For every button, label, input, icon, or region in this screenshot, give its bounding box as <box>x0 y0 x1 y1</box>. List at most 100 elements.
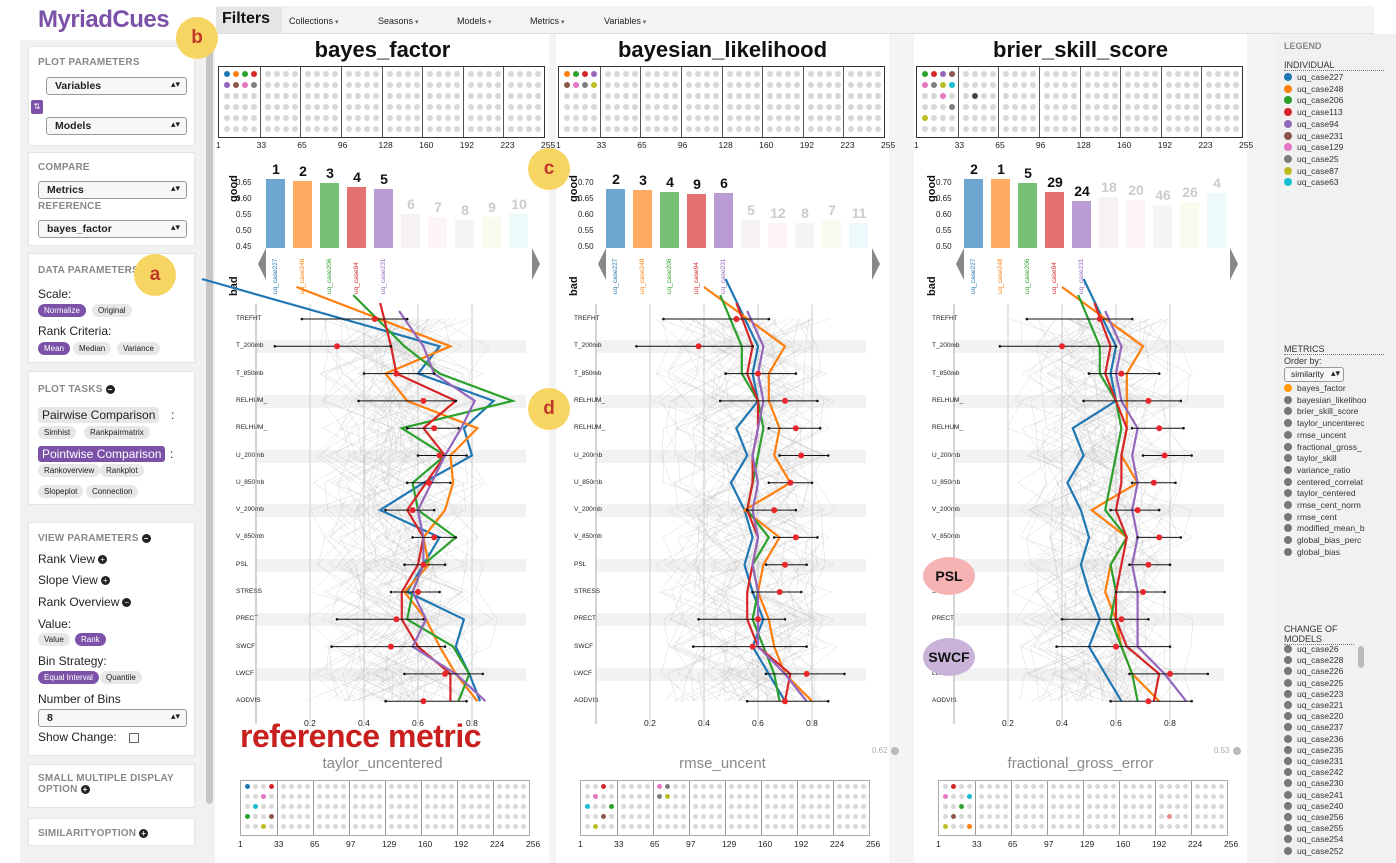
pointwise-comparison-button[interactable]: Pointwise Comparison <box>38 446 166 462</box>
equal-interval-button[interactable]: Equal Interval <box>38 671 99 684</box>
legend-item[interactable]: uq_case129 <box>1284 142 1343 152</box>
model-item[interactable]: uq_case241 <box>1284 790 1343 800</box>
rank-bar[interactable] <box>606 188 625 248</box>
expand-icon[interactable]: + <box>80 784 90 794</box>
column-title[interactable]: bayesian_likelihood <box>617 37 828 62</box>
rank-bar[interactable] <box>509 214 528 248</box>
variable-label[interactable]: U_850mb <box>574 478 603 486</box>
model-item[interactable]: uq_case225 <box>1284 678 1343 688</box>
expand-icon[interactable]: + <box>139 828 149 838</box>
column-title[interactable]: bayes_factor <box>314 37 451 62</box>
compare-select[interactable]: Metrics ▴▾ <box>38 181 187 199</box>
scroll-right-arrow[interactable] <box>872 248 880 280</box>
rank-overview-grid[interactable] <box>916 66 1243 138</box>
similar-metric-grid[interactable] <box>580 780 870 836</box>
value-button[interactable]: Value <box>38 633 70 646</box>
rank-bar[interactable] <box>347 186 366 248</box>
connection-button[interactable]: Connection <box>86 485 139 498</box>
rank-bar[interactable] <box>1153 205 1172 248</box>
variable-label[interactable]: U_200mb <box>932 451 961 459</box>
order-by-select[interactable]: similarity ▴▾ <box>1284 367 1344 382</box>
scroll-left-arrow[interactable] <box>956 248 964 280</box>
variable-label[interactable]: T_200mb <box>574 342 602 350</box>
rank-bar[interactable] <box>741 220 760 248</box>
rank-bar[interactable] <box>822 220 841 248</box>
show-change-checkbox[interactable] <box>129 733 139 743</box>
variable-label[interactable]: PRECT <box>932 615 955 623</box>
variable-label[interactable]: RELHUM_ <box>236 424 268 432</box>
metric-item[interactable]: global_bias_perc <box>1284 535 1361 545</box>
variable-label[interactable]: RELHUM_ <box>236 396 268 404</box>
similar-metric-grid[interactable] <box>240 780 530 836</box>
expand-icon[interactable]: + <box>98 555 108 565</box>
rank-bar[interactable] <box>1072 201 1091 248</box>
rank-bar[interactable] <box>320 183 339 248</box>
model-item[interactable]: uq_case231 <box>1284 756 1343 766</box>
variable-label[interactable]: AODVIS <box>574 697 599 705</box>
slope-view-toggle[interactable]: Slope View + <box>38 573 110 587</box>
rank-bar[interactable] <box>401 214 420 248</box>
metric-item[interactable]: global_bias <box>1284 547 1340 557</box>
model-item[interactable]: uq_case242 <box>1284 767 1343 777</box>
reference-select[interactable]: bayes_factor ▴▾ <box>38 220 187 238</box>
model-item[interactable]: uq_case236 <box>1284 734 1343 744</box>
metric-item[interactable]: centered_correlat <box>1284 477 1363 487</box>
similar-metric-title[interactable]: fractional_gross_error <box>1007 755 1154 772</box>
metric-item[interactable]: bayesian_likelihoo <box>1284 395 1366 405</box>
metric-item[interactable]: taylor_uncenterec <box>1284 418 1365 428</box>
menu-variables[interactable]: Variables <box>604 16 646 26</box>
rank-overview-toggle[interactable]: Rank Overview − <box>38 595 132 609</box>
variable-label[interactable]: T_850mb <box>932 369 960 377</box>
variable-label[interactable]: RELHUM_ <box>932 396 964 404</box>
variable-label[interactable]: V_200mb <box>236 506 264 514</box>
variable-label[interactable]: U_850mb <box>932 478 961 486</box>
small-multiple-title[interactable]: SMALL MULTIPLE DISPLAY OPTION + <box>38 773 178 795</box>
model-item[interactable]: uq_case254 <box>1284 834 1343 844</box>
rankpairmatrix-button[interactable]: Rankpairmatrix <box>84 426 150 439</box>
menu-collections[interactable]: Collections <box>289 16 339 26</box>
rank-bar[interactable] <box>1180 202 1199 248</box>
variable-label[interactable]: U_200mb <box>236 451 265 459</box>
model-item[interactable]: uq_case26 <box>1284 644 1339 654</box>
view-parameters-title[interactable]: VIEW PARAMETERS − <box>38 533 151 544</box>
variable-label[interactable]: T_850mb <box>236 369 264 377</box>
rank-bar[interactable] <box>482 217 501 248</box>
legend-item[interactable]: uq_case113 <box>1284 107 1343 117</box>
legend-item[interactable]: uq_case94 <box>1284 119 1339 129</box>
variable-label[interactable]: AODVIS <box>932 697 957 705</box>
rank-bar[interactable] <box>714 192 733 248</box>
metric-item[interactable]: brier_skill_score <box>1284 406 1358 416</box>
legend-item[interactable]: uq_case25 <box>1284 154 1339 164</box>
metric-item[interactable]: rmse_cent_norm <box>1284 500 1361 510</box>
rank-bar[interactable] <box>768 223 787 248</box>
metric-item[interactable]: modified_mean_b <box>1284 523 1365 533</box>
quantile-button[interactable]: Quantile <box>100 671 142 684</box>
menu-models[interactable]: Models <box>457 16 491 26</box>
sidebar-scrollbar[interactable] <box>206 44 213 804</box>
scroll-left-arrow[interactable] <box>598 248 606 280</box>
variable-label[interactable]: RELHUM_ <box>574 424 606 432</box>
scale-normalize-button[interactable]: Normalize <box>38 304 87 317</box>
variable-label[interactable]: PSL <box>574 560 587 568</box>
model-item[interactable]: uq_case221 <box>1284 700 1343 710</box>
metric-item[interactable]: variance_ratio <box>1284 465 1350 475</box>
pairwise-comparison-button[interactable]: Pairwise Comparison <box>38 407 160 423</box>
legend-item[interactable]: uq_case248 <box>1284 84 1343 94</box>
close-small-icon[interactable] <box>891 747 899 755</box>
variable-label[interactable]: V_850mb <box>574 533 602 541</box>
model-item[interactable]: uq_case223 <box>1284 689 1343 699</box>
variable-label[interactable]: V_850mb <box>236 533 264 541</box>
variable-label[interactable]: TREFHT <box>574 315 600 322</box>
variable-label[interactable]: SWCF <box>236 642 256 650</box>
variable-label[interactable]: RELHUM_ <box>932 424 964 432</box>
legend-item[interactable]: uq_case231 <box>1284 131 1343 141</box>
rankoverview-button[interactable]: Rankoverview <box>38 464 101 477</box>
variable-label[interactable]: PSL <box>236 560 249 568</box>
variable-label[interactable]: T_200mb <box>932 342 960 350</box>
model-item[interactable]: uq_case256 <box>1284 812 1343 822</box>
model-item[interactable]: uq_case228 <box>1284 655 1343 665</box>
rank-bar[interactable] <box>1099 196 1118 248</box>
rank-bar[interactable] <box>687 194 706 248</box>
rankplot-button[interactable]: Rankplot <box>100 464 144 477</box>
metric-item[interactable]: taylor_skill <box>1284 453 1337 463</box>
